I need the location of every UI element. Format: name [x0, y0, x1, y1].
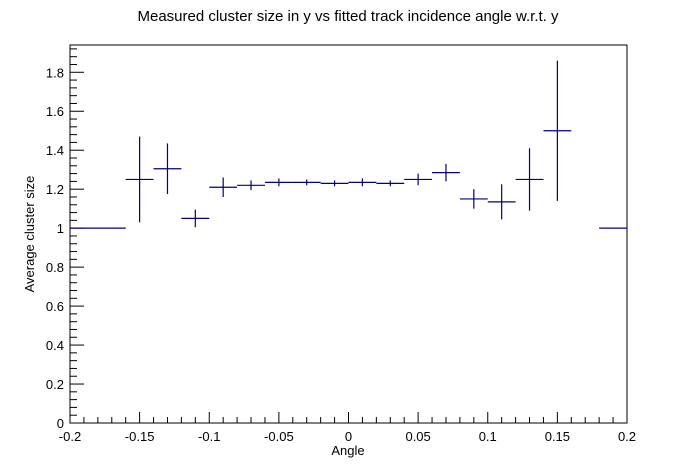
- y-axis-ticks: 0 0.2 0.4 0.6 0.8 1 1.2 1.4 1.6 1.8: [46, 48, 84, 431]
- y-tick-label: 1.4: [46, 143, 64, 158]
- x-tick-label: -0.2: [59, 429, 81, 444]
- x-tick-label: -0.15: [125, 429, 155, 444]
- x-tick-label: -0.1: [198, 429, 220, 444]
- y-tick-label: 1.2: [46, 182, 64, 197]
- data-point: [487, 184, 516, 220]
- data-point: [515, 148, 544, 211]
- data-point: [320, 180, 349, 187]
- x-tick-label: 0.15: [545, 429, 570, 444]
- data-point: [404, 173, 433, 186]
- x-tick-label: 0.2: [618, 429, 636, 444]
- y-tick-label: 1: [57, 221, 64, 236]
- data-point: [348, 178, 377, 187]
- y-tick-label: 0.2: [46, 377, 64, 392]
- data-point: [432, 163, 460, 182]
- data-point: [237, 180, 265, 191]
- data-point: [543, 60, 572, 201]
- x-tick-label: -0.05: [264, 429, 294, 444]
- x-tick-label: 0.05: [405, 429, 430, 444]
- x-axis-ticks: -0.2 -0.15 -0.1 -0.05 0 0.05 0.1 0.15 0.2: [59, 412, 636, 444]
- y-tick-label: 0: [57, 416, 64, 431]
- y-tick-label: 0.6: [46, 299, 64, 314]
- x-tick-label: 0.1: [479, 429, 497, 444]
- chart-title: Measured cluster size in y vs fitted tra…: [137, 8, 559, 25]
- data-point: [181, 209, 210, 228]
- y-tick-label: 1.8: [46, 65, 64, 80]
- data-point: [292, 179, 321, 186]
- data-point: [459, 189, 488, 209]
- plot-frame: [69, 44, 628, 424]
- data-point: [264, 178, 293, 187]
- y-tick-label: 0.4: [46, 338, 64, 353]
- x-axis-title: Angle: [331, 443, 364, 458]
- data-point: [153, 143, 182, 195]
- y-tick-label: 0.8: [46, 260, 64, 275]
- data-point: [209, 177, 238, 197]
- data-points: [70, 60, 627, 229]
- data-point: [376, 180, 405, 187]
- x-tick-label: 0: [345, 429, 352, 444]
- y-axis-title: Average cluster size: [22, 176, 37, 293]
- data-point: [125, 136, 154, 223]
- y-tick-label: 1.6: [46, 104, 64, 119]
